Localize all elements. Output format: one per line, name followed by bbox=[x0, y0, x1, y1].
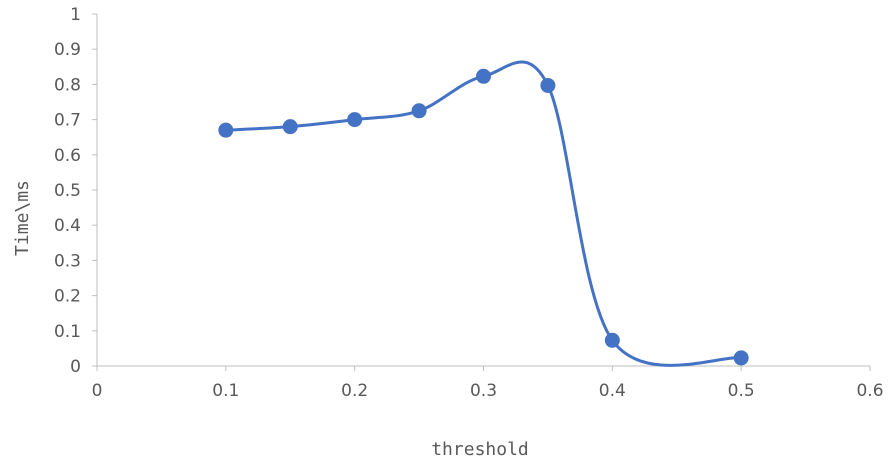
y-tick-label: 0.3 bbox=[54, 251, 81, 271]
x-tick-label: 0.6 bbox=[856, 381, 883, 401]
y-tick-label: 0.5 bbox=[54, 181, 81, 201]
data-point bbox=[411, 103, 427, 119]
y-tick-label: 0.9 bbox=[54, 40, 81, 60]
axes bbox=[92, 13, 871, 371]
x-tick-label: 0 bbox=[92, 381, 103, 401]
y-tick-label: 0.1 bbox=[54, 322, 81, 342]
y-tick-label: 1 bbox=[70, 5, 81, 25]
x-tick-label: 0.5 bbox=[728, 381, 755, 401]
y-tick-label: 0.8 bbox=[54, 75, 81, 95]
y-tick-label: 0 bbox=[70, 357, 81, 377]
series-layer bbox=[218, 60, 749, 367]
data-point bbox=[733, 350, 749, 366]
tick-labels: 0 0.1 0.2 0.3 0.4 0.5 0.6 0.7 0.8 0.9 1 0 0.1 0.2 0.3 0… bbox=[54, 5, 884, 401]
y-tick-label: 0.2 bbox=[54, 287, 81, 307]
data-point bbox=[347, 112, 363, 128]
x-tick-label: 0.1 bbox=[212, 381, 239, 401]
data-point bbox=[476, 68, 491, 84]
y-tick-label: 0.4 bbox=[54, 216, 81, 236]
data-point bbox=[540, 77, 556, 93]
x-tick-label: 0.3 bbox=[470, 381, 497, 401]
series-line bbox=[224, 60, 743, 367]
x-tick-label: 0.4 bbox=[599, 381, 626, 401]
data-point bbox=[282, 119, 298, 135]
y-axis-title: Time\ms bbox=[12, 180, 33, 256]
y-tick-label: 0.6 bbox=[54, 146, 81, 166]
data-point bbox=[604, 332, 620, 348]
y-tick-label: 0.7 bbox=[54, 111, 81, 131]
x-tick-label: 0.2 bbox=[341, 381, 368, 401]
x-axis-title: threshold bbox=[431, 439, 529, 460]
data-point bbox=[218, 122, 234, 138]
